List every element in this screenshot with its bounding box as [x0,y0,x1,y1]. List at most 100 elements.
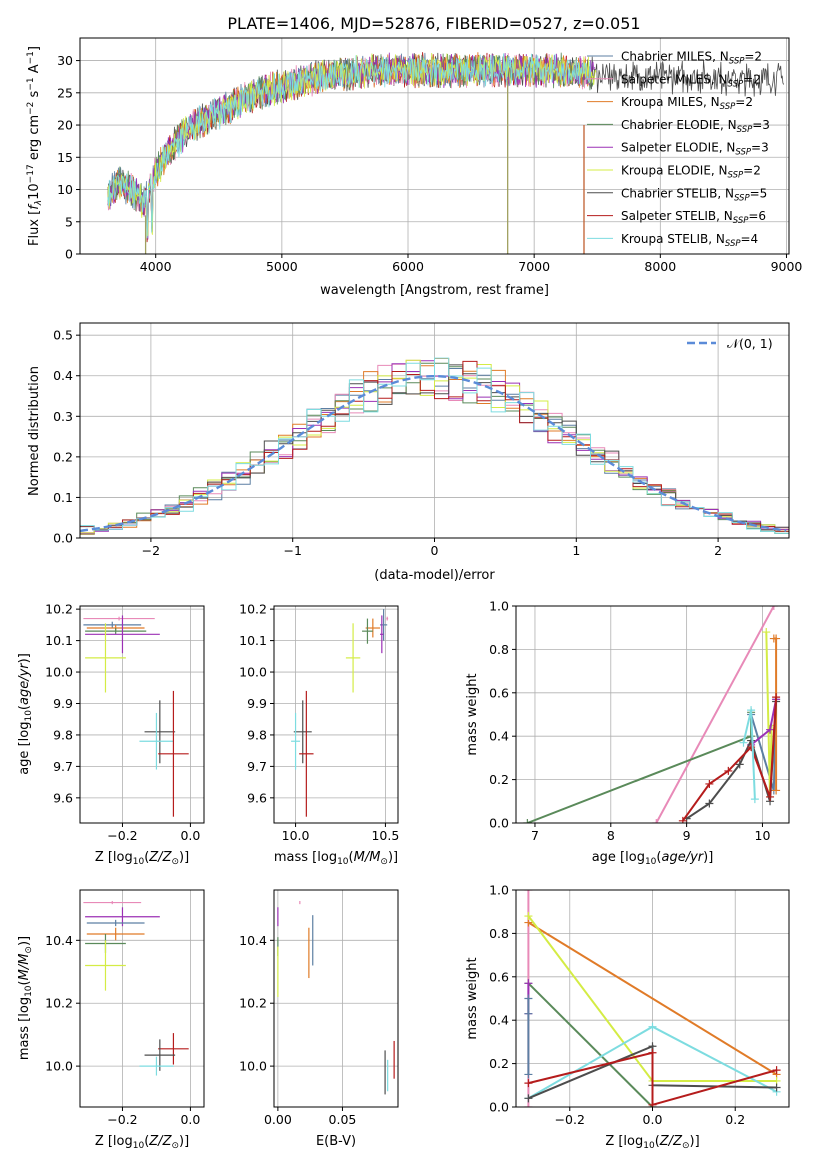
histogram-panel-ytick-label: 0.1 [53,490,73,505]
mass-vs-ebv-panel-grid [274,890,398,1107]
mass-vs-z-panel-xlabel-part: ⊙ [171,1141,179,1151]
weight-vs-z-panel-ytick-label: 0.8 [489,926,509,941]
legend-entry: Chabrier MILES, NSSP=2 [621,50,762,67]
histogram-panel-frame [79,322,790,539]
spectrum-panel-xtick-label: 6000 [392,259,424,274]
age-vs-z-panel-xlabel: Z [log10(Z/Z⊙)] [95,850,189,867]
age-vs-z-panel-point-chabrier-stelib [144,700,176,764]
mass-vs-z-panel-ylabel-part: ⊙ [24,946,34,954]
age-vs-z-panel-ylabel-part: age [log [17,722,32,775]
weight-marker [747,706,756,715]
histogram-panel-ytick-label: 0.0 [53,531,73,546]
histogram-panel-ytick-label: 0.2 [53,449,73,464]
mass-vs-z-panel-ylabel-part: 10 [24,985,34,997]
legend-subscript: SSP [735,148,751,158]
mass-vs-z-panel-xlabel-part: 10 [133,1141,145,1151]
age-vs-z-panel-xlabel-part: )] [179,850,189,865]
weight-vs-age-panel-frame [515,605,790,824]
weight-vs-z-panel-series-salpeter-stelib [524,1048,781,1107]
mass-vs-ebv-panel-xtick-label: 0.05 [329,1112,357,1127]
weight-marker [769,606,778,610]
weight-marker [772,786,781,795]
weight-vs-age-panel-ytick-label: 1.0 [489,599,509,614]
spectrum-panel-ytick-label: 15 [57,150,73,165]
age-vs-mass-panel-point-kroupa-elodie [345,623,361,693]
legend-entry: Kroupa STELIB, NSSP=4 [621,232,758,249]
legend-subscript: SSP [728,79,744,89]
age-vs-mass-panel-ytick-label: 10.0 [239,665,267,680]
legend-entry: Salpeter STELIB, NSSP=6 [621,209,766,226]
weight-marker [648,1048,657,1057]
age-vs-z-panel-xtick-label: 0.0 [180,828,200,843]
legend-label: Salpeter MILES, N [621,72,728,86]
weight-vs-z-panel-xlabel-part: ⊙ [682,1141,690,1151]
age-vs-mass-panel-grid [274,606,398,823]
weight-vs-age-panel-ytick-label: 0.2 [489,772,509,787]
weight-marker [747,743,756,752]
age-vs-z-panel-point-chabrier-elodie [85,628,147,635]
legend-nssp: =3 [752,118,770,132]
weight-vs-z-panel-series-chabrier-miles [524,994,533,1079]
age-vs-mass-panel-point-chabrier-stelib [293,700,312,764]
histogram-panel: −2 −1 0 1 2 0.0 0.1 0.2 0.3 0.4 0.5 𝒩(0, 1) (data-mo… [27,322,790,583]
age-vs-z-panel-ytick-label: 9.8 [53,727,73,742]
age-vs-mass-panel-point-salpeter-elodie [380,615,384,654]
legend-subscript: SSP [728,171,744,181]
mass-vs-z-panel-ylabel-part: mass [log [17,997,32,1060]
age-vs-z-panel-xlabel-part: Z [log [95,850,133,865]
weight-marker [724,766,733,775]
weight-vs-z-panel-xlabel-part: Z/Z [659,1134,683,1149]
mass-vs-ebv-panel: 0.00 0.05 10.0 10.2 10.4 E(B-V) [239,889,399,1149]
legend-label: Salpeter STELIB, N [621,209,733,223]
weight-marker [524,1079,533,1088]
spectrum-panel-ytick-label: 20 [57,118,73,133]
weight-vs-z-panel-ylabel: mass weight [465,957,480,1039]
weight-marker [766,725,775,734]
legend-subscript: SSP [737,125,753,135]
mass-vs-z-panel-xlabel-part: Z/Z [148,1134,172,1149]
mass-vs-z-panel-ytick-label: 10.4 [45,933,73,948]
histogram-panel-xtick-label: −1 [283,543,301,558]
weight-vs-age-panel-xtick-label: 9 [683,828,691,843]
weight-marker [523,819,532,823]
spectrum-panel-ytick-label: 0 [65,247,73,262]
age-vs-z-panel-grid [80,606,204,823]
weight-vs-age-panel-ytick-label: 0.6 [489,685,509,700]
histogram-panel-xtick-label: 0 [431,543,439,558]
weight-vs-age-panel-xlabel-part: )] [703,850,713,865]
weight-marker [772,1066,781,1075]
spectrum-panel-ytick-label: 5 [65,214,73,229]
histogram-legend-label: 𝒩(0, 1) [727,336,773,351]
age-vs-z-panel-point-kroupa-elodie [85,623,126,693]
weight-vs-age-panel-series-salpeter-miles [652,606,778,823]
weight-vs-z-panel-ytick-label: 0.6 [489,969,509,984]
mass-vs-z-panel-xlabel: Z [log10(Z/Z⊙)] [95,1134,189,1151]
legend-nssp: =2 [743,164,761,178]
legend-label: Chabrier MILES, N [621,50,729,64]
age-vs-mass-panel-xtick-label: 10.0 [282,828,310,843]
weight-line [527,921,778,1076]
mass-vs-z-panel-ylabel-part: )] [17,936,32,946]
weight-vs-age-panel-ytick-label: 0.4 [489,729,509,744]
weight-line [528,1051,777,1107]
weight-marker [524,1094,533,1103]
mass-vs-z-panel-xlabel-part: )] [179,1134,189,1149]
age-vs-z-panel-point-kroupa-stelib [139,712,174,770]
mass-vs-ebv-xlabel: E(B-V) [316,1134,356,1149]
age-vs-mass-panel-xlabel-part: ⊙ [380,857,388,867]
weight-marker [705,799,714,808]
age-vs-mass-panel-xlabel-part: 10 [337,857,349,867]
histogram-panel-plot-area [80,357,789,537]
mass-vs-z-panel-point-kroupa-elodie [85,940,126,991]
mass-vs-z-panel-xlabel-part: ( [144,1134,149,1149]
histogram-xlabel: (data-model)/error [374,568,495,583]
legend-entry: Kroupa MILES, NSSP=2 [621,95,753,112]
weight-marker [524,1009,533,1018]
age-vs-mass-panel-xtick-label: 10.5 [371,828,399,843]
legend-entry: Chabrier STELIB, NSSP=5 [621,186,767,203]
weight-marker [524,1070,533,1079]
legend-label: Chabrier STELIB, N [621,186,734,200]
age-vs-z-panel-ylabel-part: ( [17,705,32,710]
spectrum-ylabel-part: −2 [26,102,36,115]
